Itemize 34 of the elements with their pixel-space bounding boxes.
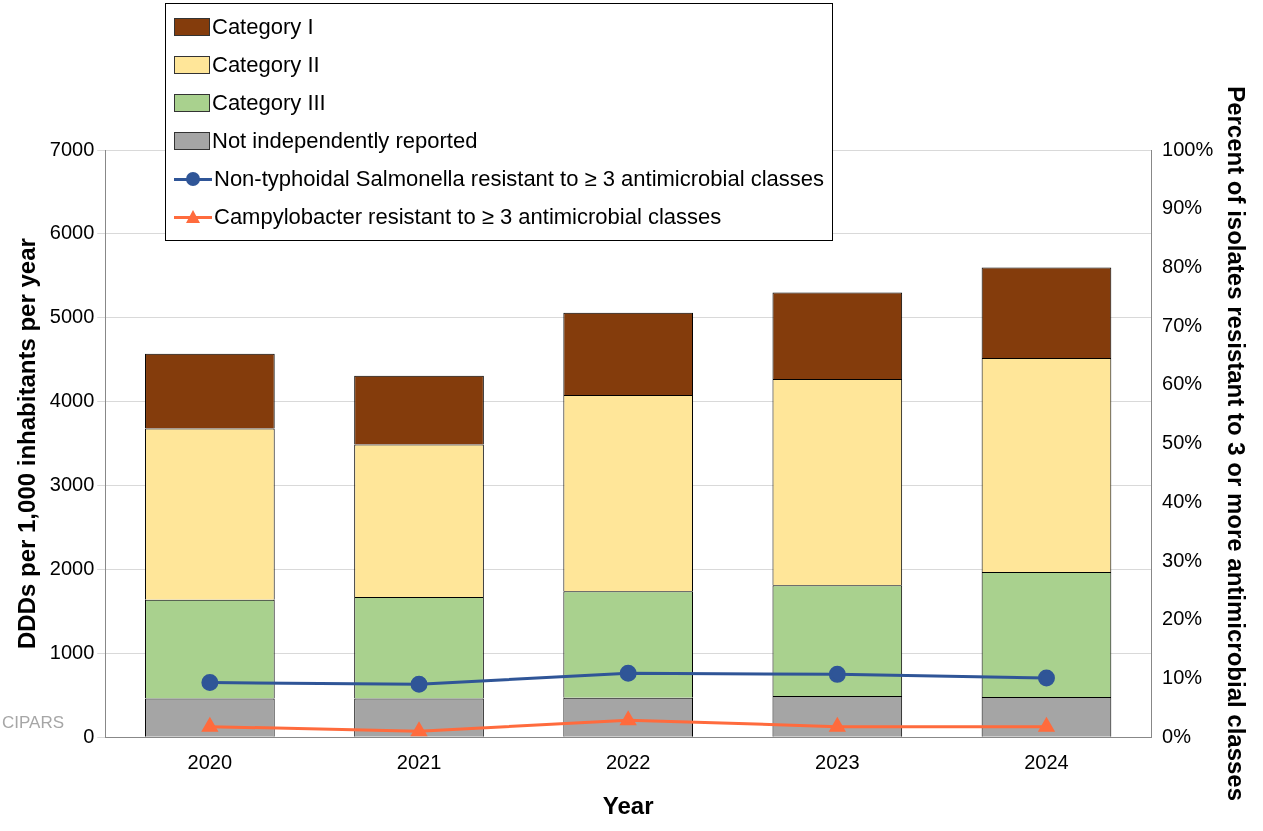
y-axis-title: DDDs per 1,000 inhabitants per year (13, 238, 41, 650)
legend-label: Category I (212, 14, 314, 40)
x-tick-label: 2024 (1024, 750, 1069, 773)
y2-tick-label: 60% (1162, 372, 1203, 395)
y-tick-label: 1000 (49, 640, 95, 663)
x-tick-label: 2020 (187, 750, 233, 773)
y2-tick-label: 70% (1162, 313, 1203, 336)
y2-tick-label: 40% (1162, 489, 1203, 512)
text: CIPARS (2, 712, 65, 732)
y2-tick-label: 10% (1162, 666, 1203, 688)
legend-label: Category III (212, 90, 326, 116)
x-tick-label: 2022 (605, 750, 651, 773)
y2-tick-label: 80% (1162, 254, 1203, 277)
legend-label: Not independently reported (212, 128, 478, 154)
y-tick-label: 3000 (49, 473, 95, 496)
y2-tick-label: 30% (1162, 548, 1203, 571)
y2-tick-label: 20% (1162, 607, 1203, 630)
legend-label: Category II (212, 52, 320, 78)
x-tick-label: 2021 (396, 750, 442, 773)
y-tick-label: 4000 (49, 389, 95, 412)
y-tick-label: 5000 (49, 305, 95, 328)
x-tick-label: 2023 (815, 750, 860, 773)
y2-tick-label: 90% (1162, 196, 1203, 219)
y2-axis-title: Percent of isolates resistant to 3 or more antimicrobial classes (1222, 86, 1250, 802)
y-tick-label: 2000 (49, 556, 95, 579)
legend-label: Campylobacter resistant to ≥ 3 antimicrobial classes (214, 204, 722, 230)
y2-tick-label: 100% (1162, 137, 1214, 160)
legend-label: Non-typhoidal Salmonella resistant to ≥ 3 antimicrobial classes (214, 166, 825, 192)
y2-tick-label: 0% (1162, 724, 1192, 747)
y-tick-label: 0 (83, 724, 95, 747)
y-tick-label: 6000 (49, 221, 95, 244)
x-axis-title: Year (602, 792, 654, 820)
y2-tick-label: 50% (1162, 431, 1203, 454)
y-tick-label: 7000 (49, 137, 95, 160)
